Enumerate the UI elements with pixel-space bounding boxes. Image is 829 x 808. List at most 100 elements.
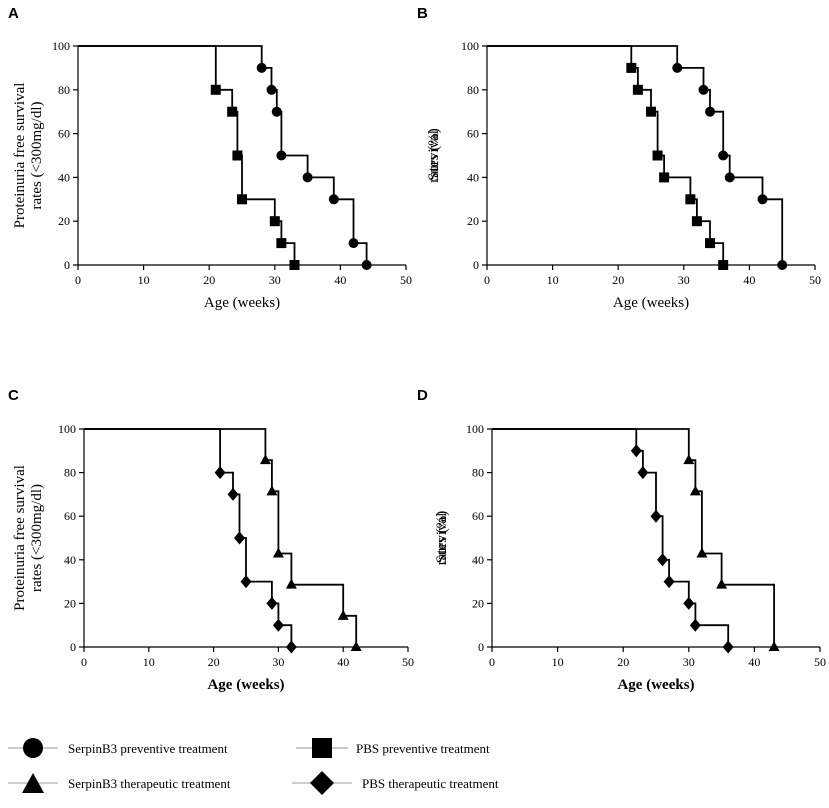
y-axis-label-line: Proteinuria free survival	[12, 83, 28, 229]
triangle-marker	[259, 454, 271, 465]
x-tick-label: 0	[75, 273, 81, 287]
legend-item-pbs-preventive: PBS preventive treatment	[296, 738, 490, 758]
x-tick-label: 40	[334, 273, 346, 287]
x-axis-label: Age (weeks)	[617, 677, 694, 693]
square-marker	[232, 150, 243, 161]
panel-letter: A	[8, 5, 19, 22]
y-tick-label: 60	[58, 127, 70, 141]
panel-d: D 0 20 40 60 80 100 0 10 20 30 40 50 Age (weeks) Survi…	[417, 387, 826, 693]
diamond-marker	[657, 553, 669, 567]
x-tick-label: 0	[489, 655, 495, 669]
y-tick-label: 20	[58, 214, 70, 228]
y-tick-label: 20	[64, 596, 76, 610]
legend: SerpinB3 preventive treatment PBS preven…	[8, 738, 499, 795]
y-tick-label: 80	[58, 83, 70, 97]
panel-letter: C	[8, 387, 19, 404]
x-tick-label: 10	[138, 273, 150, 287]
y-tick-label: 100	[52, 39, 70, 53]
square-marker	[659, 172, 670, 183]
x-axis-label: Age (weeks)	[207, 677, 284, 693]
x-tick-label: 20	[612, 273, 624, 287]
square-marker	[237, 194, 247, 205]
diamond-marker	[689, 618, 701, 632]
y-axis-label-line: rates (%)	[426, 128, 442, 183]
y-tick-label: 100	[58, 422, 76, 436]
legend-square-marker	[312, 738, 332, 758]
x-tick-label: 20	[208, 655, 220, 669]
y-axis-label-line: Survival	[426, 130, 442, 181]
y-tick-label: 80	[64, 466, 76, 480]
x-tick-label: 0	[81, 655, 87, 669]
y-axis-label-line: Proteinuria free survival	[12, 465, 28, 611]
y-tick-label: 20	[472, 596, 484, 610]
circle-marker	[705, 106, 716, 117]
diamond-marker	[650, 509, 662, 523]
triangle-marker	[272, 547, 284, 558]
triangle-marker	[683, 454, 695, 465]
series-line	[492, 428, 775, 647]
x-tick-label: 30	[269, 273, 281, 287]
y-tick-label: 0	[64, 258, 70, 272]
square-marker	[646, 106, 656, 117]
x-tick-label: 10	[552, 655, 564, 669]
y-tick-label: 0	[473, 258, 479, 272]
circle-marker	[672, 62, 683, 73]
x-tick-label: 40	[337, 655, 349, 669]
legend-triangle-marker	[22, 773, 44, 793]
diamond-marker	[683, 596, 695, 610]
legend-circle-marker	[23, 738, 43, 758]
panel-c: C 0 20 40 60 80 100 0 10 20 30 40 50 Age (weeks) Prote…	[8, 387, 414, 693]
diamond-marker	[637, 466, 649, 480]
circle-marker	[302, 172, 313, 183]
x-axis-label: Age (weeks)	[204, 295, 280, 311]
legend-item-pbs-therapeutic: PBS therapeutic treatment	[292, 771, 499, 795]
diamond-marker	[234, 531, 246, 545]
diamond-marker	[214, 466, 226, 480]
triangle-marker	[689, 485, 701, 496]
square-marker	[718, 260, 729, 270]
diamond-marker	[240, 575, 252, 589]
square-marker	[210, 84, 221, 95]
y-tick-label: 0	[478, 640, 484, 654]
x-tick-label: 40	[743, 273, 755, 287]
y-axis-label-line: rates (<300mg/dl)	[29, 101, 45, 209]
x-tick-label: 0	[484, 273, 490, 287]
diamond-marker	[266, 596, 278, 610]
circle-marker	[276, 150, 287, 161]
triangle-marker	[266, 485, 278, 496]
square-marker	[691, 216, 702, 227]
x-tick-label: 20	[617, 655, 629, 669]
circle-marker	[361, 260, 372, 270]
square-marker	[685, 194, 696, 205]
triangle-marker	[350, 641, 362, 651]
triangle-marker	[768, 641, 780, 651]
triangle-marker	[696, 547, 708, 558]
circle-marker	[777, 260, 788, 270]
x-tick-label: 40	[748, 655, 760, 669]
y-tick-label: 60	[472, 509, 484, 523]
y-tick-label: 20	[467, 214, 479, 228]
x-tick-label: 50	[814, 655, 826, 669]
legend-item-serpinb3-preventive: SerpinB3 preventive treatment	[8, 738, 228, 758]
legend-label: SerpinB3 preventive treatment	[68, 741, 228, 756]
circle-marker	[724, 172, 735, 183]
y-tick-label: 100	[461, 39, 479, 53]
y-axis-label-line: rates (<300mg/dl)	[29, 484, 45, 592]
series-line	[84, 428, 293, 647]
y-axis-label: Survivalrates (%)	[434, 511, 450, 566]
legend-label: SerpinB3 therapeutic treatment	[68, 776, 231, 791]
circle-marker	[698, 84, 709, 95]
x-tick-label: 30	[272, 655, 284, 669]
y-axis-label: Survivalrates (%)	[426, 128, 442, 183]
legend-label: PBS therapeutic treatment	[362, 776, 499, 791]
x-tick-label: 30	[683, 655, 695, 669]
y-tick-label: 0	[70, 640, 76, 654]
x-tick-label: 50	[400, 273, 412, 287]
x-tick-label: 30	[678, 273, 690, 287]
series-line	[78, 45, 296, 265]
y-tick-label: 40	[467, 170, 479, 184]
circle-marker	[718, 150, 729, 161]
legend-diamond-marker	[310, 771, 334, 795]
series-line	[487, 45, 725, 265]
